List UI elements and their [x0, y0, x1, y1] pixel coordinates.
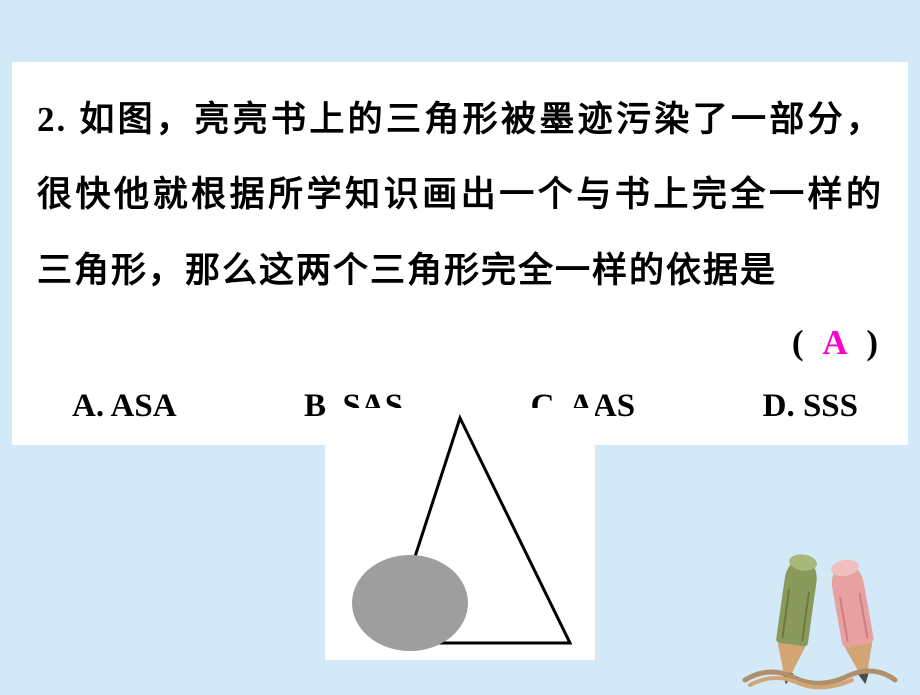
pencils-svg	[740, 550, 900, 690]
question-number: 2.	[37, 100, 67, 139]
triangle-figure	[325, 408, 595, 660]
pink-pencil	[828, 557, 881, 687]
paren-close: )	[866, 323, 878, 362]
question-text-block: 2. 如图，亮亮书上的三角形被墨迹污染了一部分，很快他就根据所学知识画出一个与书…	[12, 62, 908, 318]
paren-open: (	[792, 323, 804, 362]
ink-blot	[352, 555, 468, 651]
pencils-decoration	[740, 550, 900, 690]
question-body: 如图，亮亮书上的三角形被墨迹污染了一部分，很快他就根据所学知识画出一个与书上完全…	[37, 100, 883, 290]
figure-container	[325, 408, 595, 660]
option-d: D. SSS	[763, 388, 858, 425]
answer-letter: A	[822, 323, 847, 362]
question-panel: 2. 如图，亮亮书上的三角形被墨迹污染了一部分，很快他就根据所学知识画出一个与书…	[12, 62, 908, 445]
option-a: A. ASA	[72, 388, 177, 425]
green-pencil	[770, 552, 820, 686]
answer-line: ( A )	[12, 323, 908, 363]
